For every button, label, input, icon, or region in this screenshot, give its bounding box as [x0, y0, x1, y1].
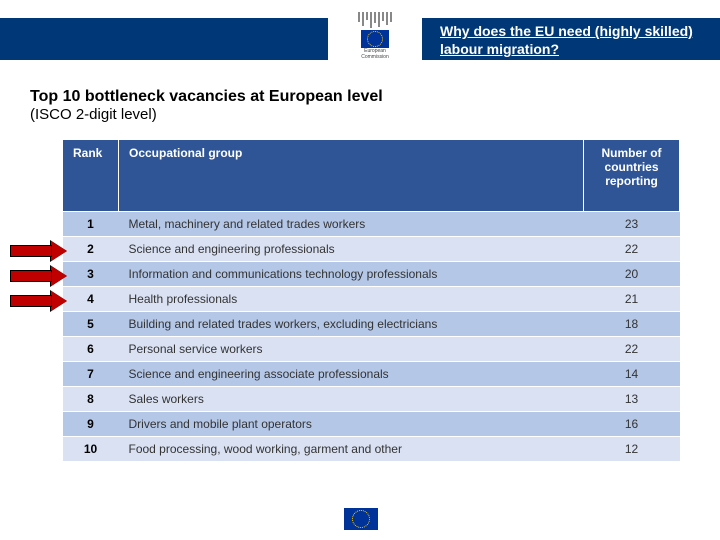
highlight-arrow-icon — [10, 266, 70, 286]
cell-num: 23 — [584, 212, 680, 237]
table-row: 7Science and engineering associate profe… — [63, 362, 680, 387]
cell-num: 22 — [584, 237, 680, 262]
cell-rank: 7 — [63, 362, 119, 387]
cell-num: 21 — [584, 287, 680, 312]
cell-rank: 10 — [63, 437, 119, 462]
cell-rank: 3 — [63, 262, 119, 287]
cell-group: Science and engineering associate profes… — [118, 362, 583, 387]
title-main: Top 10 bottleneck vacancies at European … — [30, 88, 690, 106]
cell-group: Information and communications technolog… — [118, 262, 583, 287]
cell-group: Food processing, wood working, garment a… — [118, 437, 583, 462]
cell-rank: 9 — [63, 412, 119, 437]
slide-content: Top 10 bottleneck vacancies at European … — [0, 70, 720, 462]
cell-rank: 2 — [63, 237, 119, 262]
cell-rank: 5 — [63, 312, 119, 337]
cell-rank: 4 — [63, 287, 119, 312]
cell-group: Health professionals — [118, 287, 583, 312]
cell-num: 20 — [584, 262, 680, 287]
ec-logo: European Commission — [328, 8, 422, 64]
col-header-group: Occupational group — [118, 140, 583, 212]
bottleneck-table: Rank Occupational group Number of countr… — [62, 139, 680, 462]
footer-eu-flag-icon — [344, 508, 378, 530]
cell-num: 22 — [584, 337, 680, 362]
cell-group: Drivers and mobile plant operators — [118, 412, 583, 437]
table-row: 6Personal service workers22 — [63, 337, 680, 362]
table-row: 1Metal, machinery and related trades wor… — [63, 212, 680, 237]
header-title: Why does the EU need (highly skilled) la… — [440, 22, 700, 58]
cell-num: 13 — [584, 387, 680, 412]
cell-group: Metal, machinery and related trades work… — [118, 212, 583, 237]
table-body: 1Metal, machinery and related trades wor… — [63, 212, 680, 462]
cell-group: Building and related trades workers, exc… — [118, 312, 583, 337]
cell-num: 12 — [584, 437, 680, 462]
cell-group: Science and engineering professionals — [118, 237, 583, 262]
table-row: 10Food processing, wood working, garment… — [63, 437, 680, 462]
table-container: Rank Occupational group Number of countr… — [62, 139, 680, 462]
table-row: 3Information and communications technolo… — [63, 262, 680, 287]
cell-group: Personal service workers — [118, 337, 583, 362]
highlight-arrow-icon — [10, 291, 70, 311]
table-row: 5Building and related trades workers, ex… — [63, 312, 680, 337]
cell-num: 18 — [584, 312, 680, 337]
table-row: 9Drivers and mobile plant operators16 — [63, 412, 680, 437]
table-row: 2Science and engineering professionals22 — [63, 237, 680, 262]
cell-num: 16 — [584, 412, 680, 437]
cell-rank: 1 — [63, 212, 119, 237]
table-row: 8Sales workers13 — [63, 387, 680, 412]
slide-header: European Commission Why does the EU need… — [0, 0, 720, 70]
cell-group: Sales workers — [118, 387, 583, 412]
col-header-num: Number of countries reporting — [584, 140, 680, 212]
cell-num: 14 — [584, 362, 680, 387]
table-row: 4Health professionals21 — [63, 287, 680, 312]
highlight-arrow-icon — [10, 241, 70, 261]
logo-text-2: Commission — [361, 55, 389, 61]
eu-flag-icon — [361, 30, 389, 48]
title-sub: (ISCO 2-digit level) — [30, 106, 690, 123]
col-header-rank: Rank — [63, 140, 119, 212]
cell-rank: 6 — [63, 337, 119, 362]
cell-rank: 8 — [63, 387, 119, 412]
